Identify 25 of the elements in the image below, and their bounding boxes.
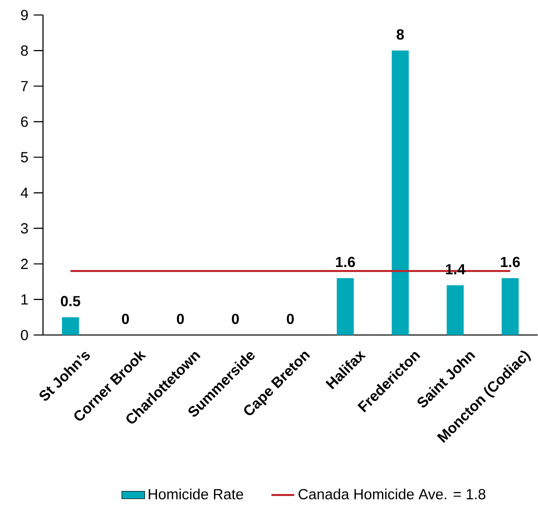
legend-label: Canada Homicide Ave. = 1.8 — [298, 488, 486, 500]
bar — [336, 278, 354, 336]
y-tick-label: 5 — [20, 152, 28, 162]
y-tick-label: 4 — [20, 188, 28, 198]
bar — [502, 278, 519, 336]
data-label: 1.6 — [500, 256, 520, 268]
y-tick-label: 7 — [21, 81, 28, 92]
y-tick-label: 8 — [20, 45, 28, 56]
y-tick-label: 1 — [21, 294, 28, 304]
data-label: 0 — [232, 314, 239, 324]
data-label: 0 — [176, 314, 184, 324]
data-label: 0 — [122, 314, 129, 324]
bar — [392, 50, 409, 336]
bar — [446, 285, 464, 336]
y-tick-label: 2 — [21, 258, 28, 270]
data-label: 0 — [286, 314, 294, 324]
data-label: 8 — [396, 29, 404, 40]
y-tick-label: 6 — [21, 116, 28, 127]
data-label: 1.6 — [336, 256, 355, 268]
bar — [62, 317, 79, 336]
legend-label: Homicide Rate — [148, 488, 244, 500]
y-tick-label: 9 — [21, 10, 28, 20]
data-label: 0.5 — [60, 296, 80, 306]
y-tick-label: 0 — [20, 330, 28, 340]
y-tick-label: 3 — [20, 223, 28, 234]
